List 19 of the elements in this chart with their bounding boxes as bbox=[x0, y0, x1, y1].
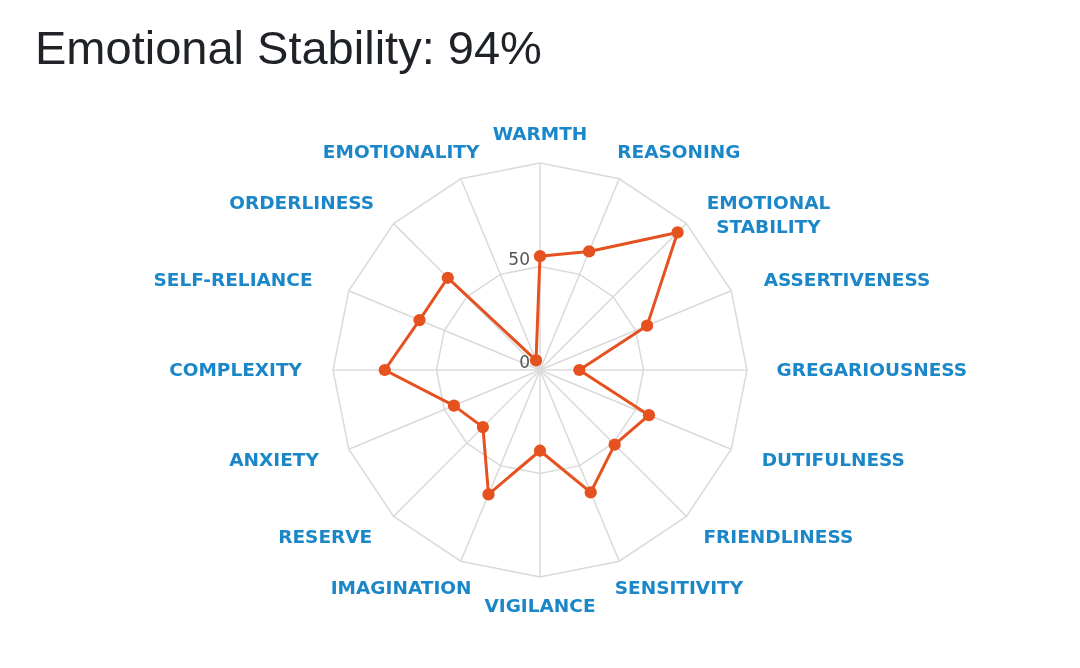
spoke-label: EMOTIONAL STABILITY bbox=[706, 192, 831, 238]
spoke-label: SELF-RELIANCE bbox=[153, 268, 313, 290]
spoke-label: ORDERLINESS bbox=[229, 192, 375, 214]
spoke-label: GREGARIOUSNESS bbox=[776, 359, 968, 380]
chart-title: Emotional Stability: 94% bbox=[35, 21, 542, 74]
spoke-label: ASSERTIVENESS bbox=[763, 268, 931, 290]
spoke-label: RESERVE bbox=[278, 525, 373, 547]
spoke-label: WARMTH bbox=[492, 123, 588, 145]
spoke-label: FRIENDLINESS bbox=[703, 525, 854, 547]
spoke-label: DUTIFULNESS bbox=[761, 449, 905, 471]
spoke-label: EMOTIONALITY bbox=[322, 140, 480, 162]
spoke-label: COMPLEXITY bbox=[169, 359, 303, 380]
y-tick-label: 50 bbox=[508, 248, 530, 269]
spoke-label: ANXIETY bbox=[229, 449, 320, 471]
spoke-label: SENSITIVITY bbox=[614, 577, 744, 599]
spoke-label: REASONING bbox=[617, 140, 741, 162]
spoke-label: VIGILANCE bbox=[484, 594, 596, 616]
spoke-label: IMAGINATION bbox=[330, 577, 472, 599]
y-tick-label: 0 bbox=[519, 352, 530, 372]
